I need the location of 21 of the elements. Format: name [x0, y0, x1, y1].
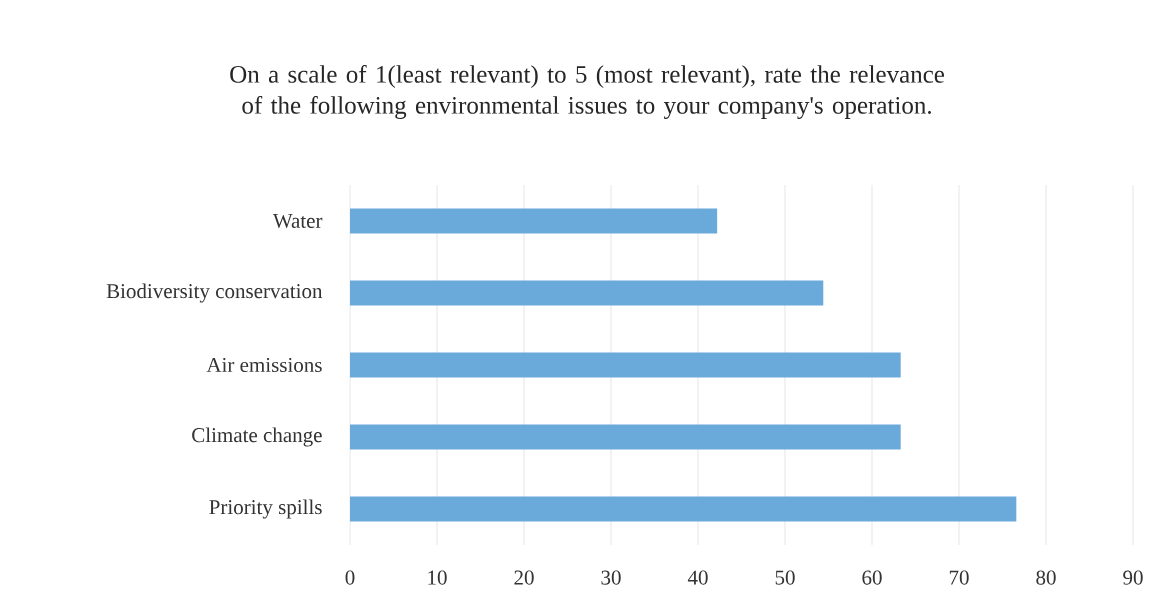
x-tick-label: 20 [514, 570, 534, 585]
y-tick-label: Climate change [192, 427, 322, 447]
y-tick-label: Air emissions [206, 357, 322, 373]
x-tick-label: 50 [775, 570, 795, 585]
bar [350, 496, 1017, 522]
x-tick-label: 90 [1123, 570, 1143, 585]
x-tick-label: 60 [862, 570, 882, 585]
x-tick-label: 10 [428, 570, 447, 585]
y-tick-label: Priority spills [209, 499, 322, 519]
x-tick-label: 30 [601, 570, 621, 585]
x-tick-label: 0 [345, 570, 355, 585]
x-tick-label: 40 [687, 570, 708, 585]
chart-title: On a scale of 1(least relevant) to 5 (most relevant), rate the relevance of the following environmental issues to your company's operation. [230, 64, 945, 119]
bar [350, 352, 901, 378]
x-tick-label: 70 [949, 570, 969, 585]
y-tick-label: Biodiversity conservation [106, 283, 323, 303]
bar [350, 280, 824, 306]
bar [350, 424, 901, 450]
bar [350, 208, 718, 234]
y-tick-label: Water [272, 213, 323, 229]
x-tick-label: 80 [1036, 570, 1056, 585]
